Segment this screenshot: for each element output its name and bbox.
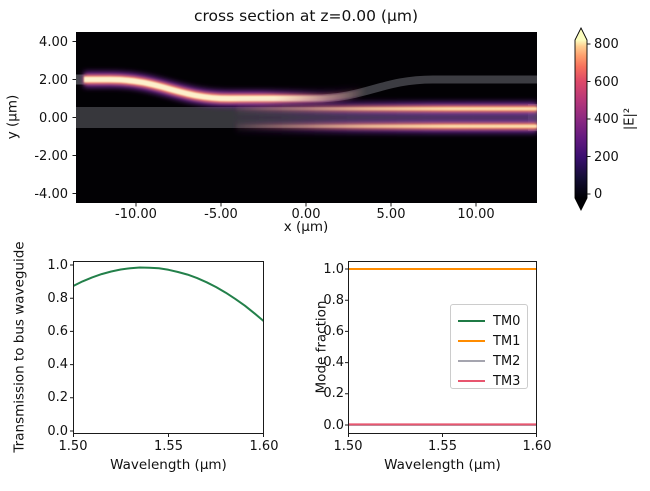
transmission-plot — [73, 266, 264, 323]
colorbar-tick: 800 — [594, 37, 619, 52]
mf-ytick: 0.2 — [323, 386, 344, 402]
colorbar-label: |E|² — [622, 107, 638, 131]
mf-ytick: 0.6 — [323, 323, 344, 339]
input-mode-field — [84, 72, 434, 106]
top-xlabel: x (μm) — [283, 219, 329, 235]
legend-swatch-tm3 — [458, 379, 485, 383]
legend-swatch-tm2 — [458, 359, 485, 363]
legend-label-tm3: TM3 — [493, 373, 521, 389]
legend-label-tm1: TM1 — [493, 333, 521, 349]
colorbar — [574, 26, 588, 212]
top-xtick: 10.00 — [457, 207, 495, 222]
colorbar-bar — [574, 26, 588, 212]
top-xtick: 0.00 — [291, 207, 321, 222]
mf-ytick: 1.0 — [323, 261, 344, 277]
mode-fraction-ylabel: Mode fraction — [313, 300, 330, 394]
tx-xtick: 1.60 — [249, 439, 279, 454]
tx-ytick: 1.0 — [47, 257, 68, 273]
mode-fraction-xlabel: Wavelength (μm) — [384, 457, 501, 473]
series-transmission — [73, 266, 264, 323]
top-ytick: 2.00 — [39, 72, 68, 88]
transmission-xlabel: Wavelength (μm) — [110, 457, 227, 473]
colorbar-tick: 200 — [594, 149, 619, 165]
colorbar-tick: 0 — [594, 187, 603, 202]
tx-xtick: 1.50 — [58, 439, 88, 454]
tx-xtick: 1.55 — [154, 439, 183, 454]
mf-xtick: 1.60 — [522, 439, 552, 454]
input-port-stub — [76, 74, 86, 85]
mf-xtick: 1.50 — [333, 439, 363, 454]
legend-entry-tm0: TM0 — [458, 311, 527, 331]
output-port-stub — [528, 104, 537, 131]
top-xtick: -5.00 — [204, 207, 238, 222]
tx-ytick: 0.8 — [47, 290, 68, 306]
field-heatmap — [76, 32, 537, 203]
legend-swatch-tm1 — [458, 339, 485, 343]
legend-entry-tm3: TM3 — [458, 371, 527, 391]
tx-ytick: 0.6 — [47, 323, 68, 339]
legend-label-tm0: TM0 — [493, 313, 521, 329]
colorbar-tick: 400 — [594, 112, 619, 127]
transmission-ylabel: Transmission to bus waveguide — [11, 241, 28, 453]
tx-ytick: 0.2 — [47, 390, 68, 406]
top-ytick: -4.00 — [34, 186, 68, 202]
legend-swatch-tm0 — [458, 319, 485, 323]
top-ytick: 4.00 — [39, 34, 68, 50]
legend: TM0 TM1 TM2 TM3 — [450, 304, 528, 389]
bus-mode-field — [236, 102, 537, 133]
top-xtick: 5.00 — [376, 207, 406, 222]
legend-entry-tm2: TM2 — [458, 351, 527, 371]
top-chart-title: cross section at z=0.00 (μm) — [194, 7, 418, 25]
top-ylabel: y (μm) — [4, 94, 21, 140]
top-ytick: 0.00 — [39, 110, 68, 126]
legend-label-tm2: TM2 — [493, 353, 521, 369]
tx-ytick: 0.0 — [47, 423, 68, 439]
mf-ytick: 0.0 — [323, 417, 344, 433]
mf-ytick: 0.8 — [323, 292, 344, 308]
mf-ytick: 0.4 — [323, 355, 344, 371]
mf-xtick: 1.55 — [428, 439, 457, 454]
tx-ytick: 0.4 — [47, 357, 68, 373]
colorbar-tick: 600 — [594, 74, 619, 90]
legend-entry-tm1: TM1 — [458, 331, 527, 351]
top-ytick: -2.00 — [34, 148, 68, 164]
top-xtick: -10.00 — [115, 207, 157, 222]
